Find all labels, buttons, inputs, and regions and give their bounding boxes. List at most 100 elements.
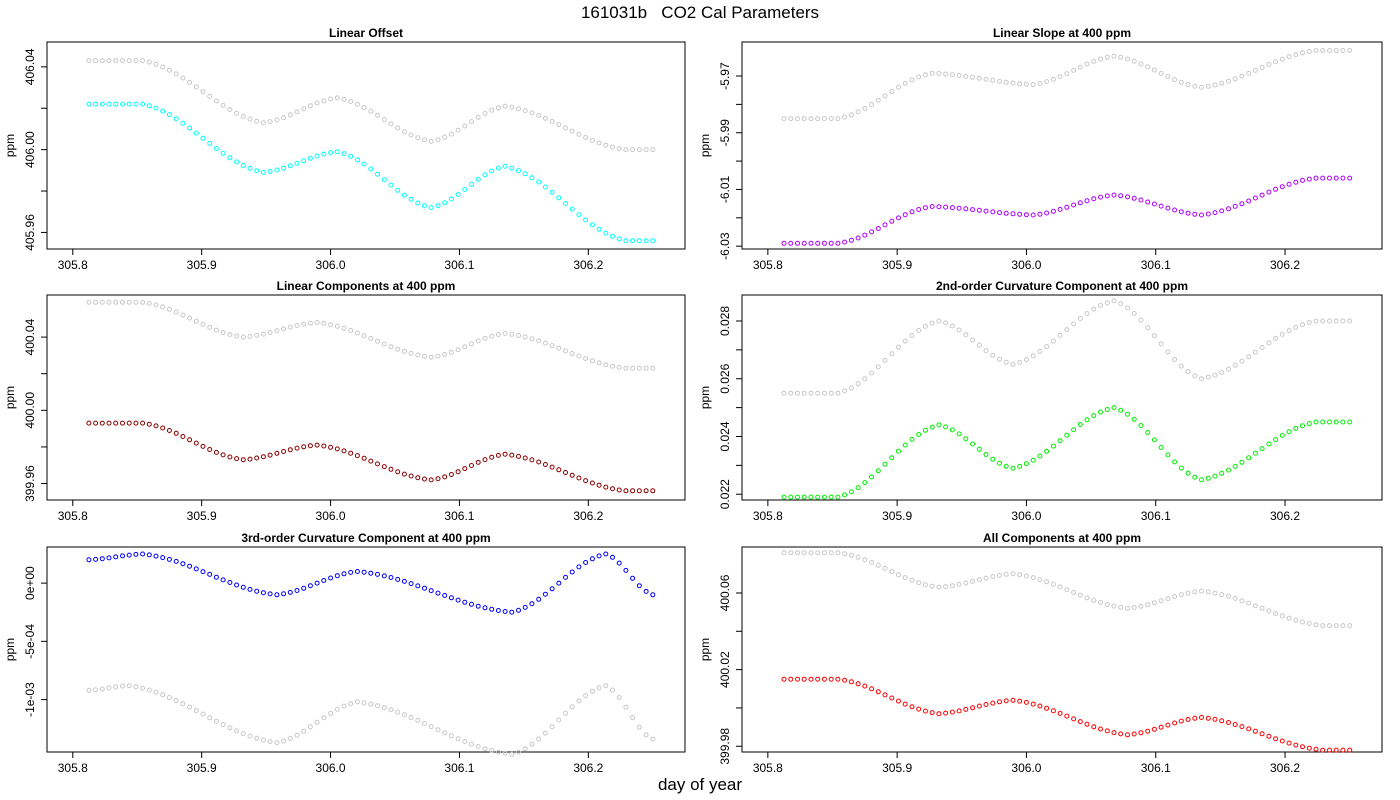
data-point (227, 155, 233, 161)
data-point (623, 238, 629, 244)
data-point (213, 449, 219, 455)
data-point (516, 168, 521, 174)
data-point (828, 550, 834, 556)
y-tick-label: -6.03 (718, 232, 732, 260)
data-point (1212, 82, 1218, 88)
data-point (828, 390, 834, 396)
data-point (1158, 203, 1164, 209)
data-point (983, 348, 989, 354)
data-point (882, 692, 888, 698)
y-tick-label: 400.04 (23, 318, 37, 355)
data-point (1037, 577, 1043, 583)
data-point (428, 138, 434, 144)
data-point (1232, 463, 1238, 469)
data-point (307, 103, 313, 109)
data-point (200, 443, 206, 449)
data-point (395, 125, 401, 131)
data-point (815, 494, 821, 500)
data-point (415, 717, 421, 723)
data-point (1151, 333, 1157, 339)
x-tick-label: 305.8 (753, 509, 783, 523)
data-point (516, 607, 521, 613)
data-point (1347, 175, 1353, 181)
data-point (240, 731, 246, 737)
data-point (1003, 571, 1009, 577)
data-point (442, 730, 448, 736)
data-point (153, 61, 159, 67)
data-point (341, 96, 347, 102)
data-point (576, 353, 582, 359)
data-point (536, 179, 542, 185)
data-point (583, 135, 589, 140)
data-point (869, 474, 875, 480)
data-point (589, 137, 595, 143)
data-point (636, 724, 642, 730)
data-point (348, 701, 354, 707)
data-point (509, 609, 515, 615)
data-point (240, 457, 246, 463)
data-point (616, 695, 622, 700)
data-point (1125, 605, 1130, 611)
data-point (321, 578, 327, 583)
data-point (287, 736, 293, 741)
data-point (516, 453, 521, 459)
data-point (213, 327, 219, 333)
panel-title: 2nd-order Curvature Component at 400 ppm (936, 279, 1188, 293)
data-point (1037, 211, 1043, 217)
data-point (160, 692, 166, 698)
data-point (1064, 71, 1070, 77)
data-point (596, 140, 602, 146)
data-point (448, 196, 454, 202)
data-point (1138, 423, 1144, 428)
data-point (842, 114, 848, 120)
data-point (1091, 413, 1097, 419)
data-point (788, 240, 794, 246)
data-point (287, 112, 293, 118)
data-point (556, 467, 562, 473)
x-axis-label: day of year (657, 775, 743, 794)
data-point (943, 320, 949, 326)
data-point (287, 447, 293, 453)
data-point (1259, 731, 1265, 737)
data-point (113, 684, 119, 690)
data-point (589, 222, 595, 228)
data-point (166, 428, 172, 433)
data-point (1003, 463, 1009, 469)
panel-5: 3rd-order Curvature Component at 400 ppm… (3, 531, 686, 775)
data-point (569, 472, 575, 478)
data-point (549, 118, 555, 124)
data-point (583, 478, 589, 484)
data-point (896, 698, 901, 704)
x-tick-label: 305.9 (187, 258, 217, 272)
data-point (301, 321, 307, 327)
data-point (428, 205, 434, 211)
data-point (489, 168, 495, 174)
data-point (1084, 61, 1090, 67)
data-point (1010, 361, 1016, 367)
data-point (1259, 65, 1265, 70)
data-point (1252, 728, 1258, 734)
data-point (93, 687, 99, 693)
data-point (200, 89, 206, 95)
data-point (173, 698, 179, 703)
data-point (1104, 602, 1110, 607)
y-tick-label: -5.99 (718, 119, 732, 147)
data-point (281, 449, 287, 454)
x-tick-label: 306.0 (316, 258, 346, 272)
plot-frame (741, 41, 1383, 250)
data-point (126, 683, 132, 689)
data-point (1111, 53, 1117, 59)
data-point (1064, 204, 1070, 210)
data-point (388, 121, 394, 127)
data-point (1239, 459, 1245, 465)
data-point (442, 474, 448, 480)
data-point (482, 605, 488, 611)
data-point (563, 710, 568, 716)
data-point (828, 240, 834, 246)
data-point (936, 71, 942, 76)
data-point (516, 333, 521, 338)
data-point (120, 299, 125, 305)
data-point (875, 97, 881, 103)
data-point (294, 323, 300, 328)
data-point (801, 390, 807, 396)
